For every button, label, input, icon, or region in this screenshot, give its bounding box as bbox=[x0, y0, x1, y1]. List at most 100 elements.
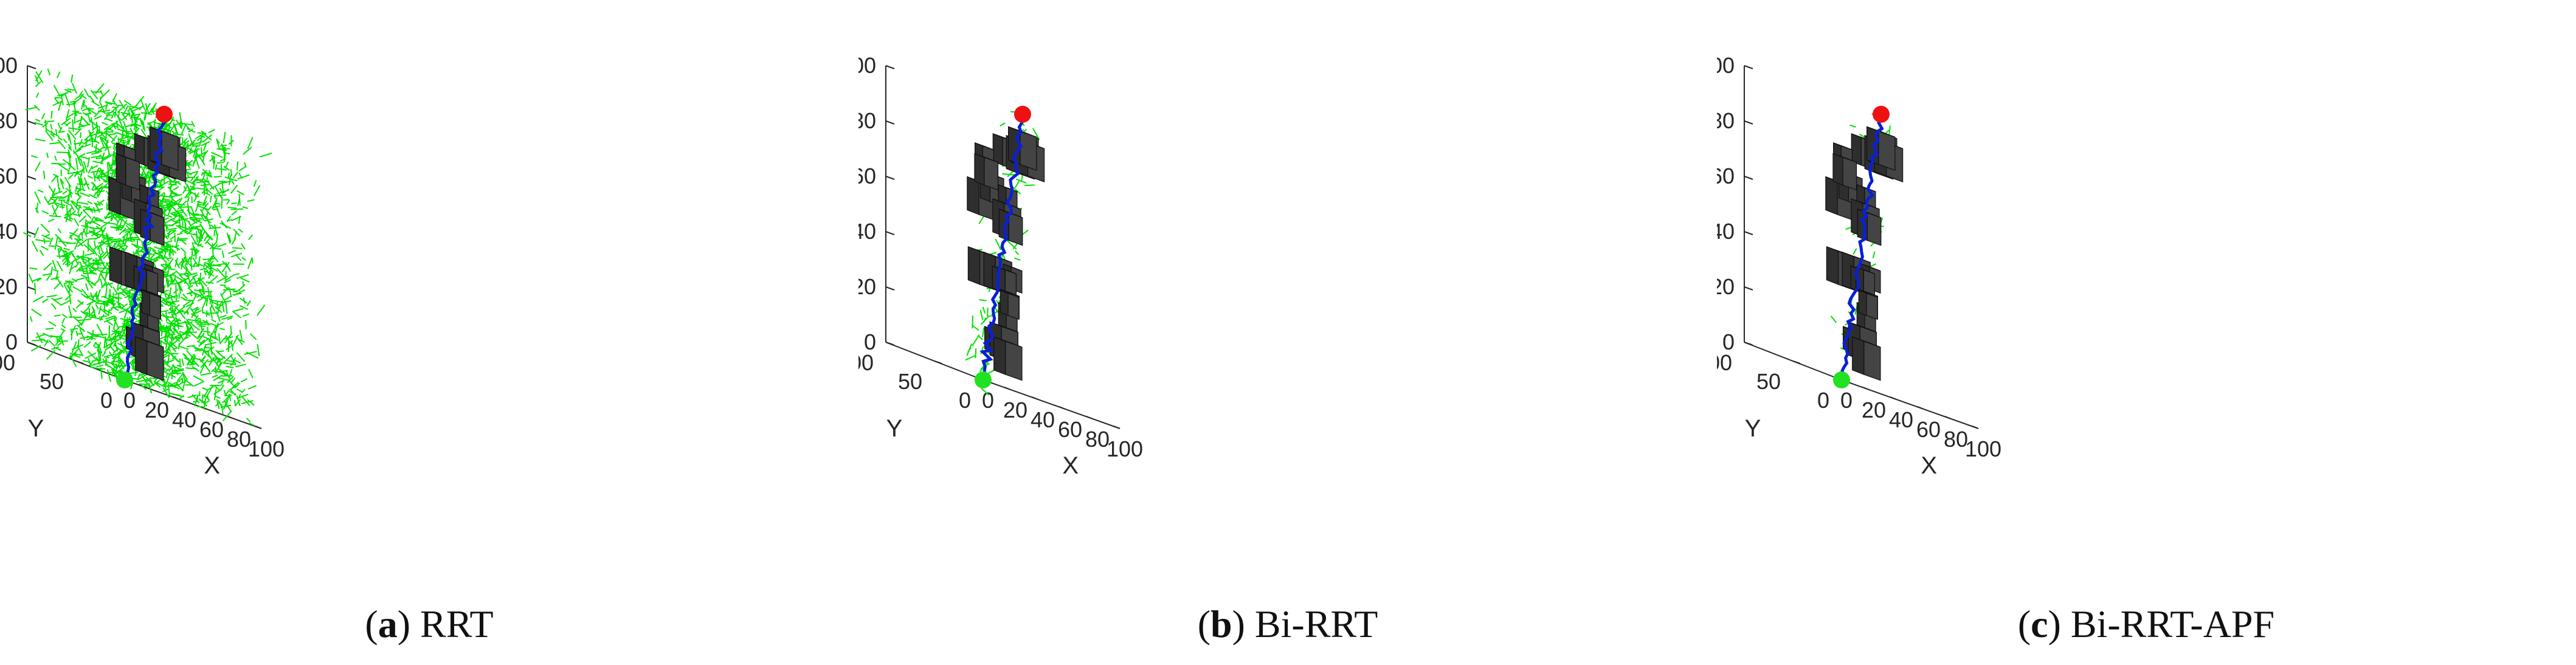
caption-name: Bi-RRT-APF bbox=[2070, 602, 2275, 646]
tree-branch bbox=[139, 117, 142, 125]
tree-branch bbox=[186, 350, 194, 359]
tree-branch bbox=[104, 213, 117, 219]
tree-branch bbox=[130, 229, 134, 236]
x-tick bbox=[173, 396, 180, 400]
caption-label: a bbox=[378, 602, 398, 646]
tree-branch bbox=[215, 202, 221, 205]
goal-point bbox=[1014, 106, 1031, 123]
tree-branch bbox=[209, 195, 212, 202]
tree-branch bbox=[1830, 315, 1837, 323]
tree-branch bbox=[119, 360, 124, 369]
tree-branch bbox=[122, 291, 131, 298]
tree-branch bbox=[67, 143, 72, 149]
tree-branch bbox=[42, 298, 49, 303]
tree-branch bbox=[71, 102, 77, 105]
tree-branch bbox=[165, 301, 176, 305]
tree-branch bbox=[81, 264, 91, 268]
tree-branch bbox=[29, 267, 38, 270]
tree-branch bbox=[120, 237, 130, 243]
tree-branch bbox=[105, 345, 112, 351]
z-tick-label: 60 bbox=[0, 164, 18, 188]
tree-branch bbox=[201, 202, 209, 212]
tree-branch bbox=[102, 301, 106, 307]
tree-branch bbox=[1888, 125, 1891, 136]
tree-branch bbox=[140, 99, 146, 110]
z-tick-label: 40 bbox=[0, 219, 18, 244]
y-tick-label: 50 bbox=[1756, 369, 1781, 394]
tree-branch bbox=[90, 169, 103, 173]
tree-branch bbox=[60, 299, 72, 306]
tree-branch bbox=[173, 211, 184, 216]
tree-branch bbox=[55, 202, 66, 207]
tree-branch bbox=[215, 263, 226, 266]
tree-branch bbox=[100, 278, 103, 288]
tree-branch bbox=[50, 276, 60, 280]
tree-branch bbox=[133, 244, 139, 249]
tree-branch bbox=[214, 197, 218, 207]
y-tick-label: 100 bbox=[858, 350, 874, 375]
tree-branch bbox=[162, 388, 168, 393]
cube-side bbox=[134, 133, 145, 166]
tree-branch bbox=[129, 298, 134, 306]
tree-branch bbox=[199, 208, 207, 220]
tree-branch bbox=[99, 251, 105, 257]
y-tick-label: 50 bbox=[40, 369, 64, 394]
tree-branch bbox=[90, 292, 93, 298]
tree-branch bbox=[227, 317, 233, 320]
x-tick-label: 80 bbox=[1944, 427, 1968, 452]
tree-branch bbox=[114, 108, 117, 118]
tree-branch bbox=[171, 313, 175, 320]
tree-branch bbox=[164, 247, 170, 251]
tree-branch bbox=[232, 171, 238, 179]
x-tick-label: 40 bbox=[1031, 407, 1055, 432]
tree-branch bbox=[161, 381, 167, 387]
tree-branch bbox=[235, 399, 241, 407]
tree-branch bbox=[69, 209, 71, 221]
tree-branch bbox=[29, 316, 33, 322]
tree-branch bbox=[167, 258, 174, 267]
tree-branch bbox=[211, 151, 223, 158]
tree-branch bbox=[179, 330, 191, 337]
tree-branch bbox=[80, 336, 92, 339]
planned-path bbox=[979, 114, 1024, 381]
obstacle-cube bbox=[150, 126, 179, 171]
tree-branch bbox=[242, 206, 249, 209]
tree-branch bbox=[60, 178, 64, 184]
z-tick bbox=[885, 65, 895, 69]
tree-branch bbox=[182, 293, 188, 299]
z-tick-label: 20 bbox=[1717, 274, 1735, 299]
start-point bbox=[1833, 371, 1850, 388]
x-tick-label: 0 bbox=[982, 388, 994, 413]
tree-branch bbox=[44, 120, 55, 123]
tree-branch bbox=[62, 190, 67, 195]
tree-branch bbox=[227, 376, 234, 384]
tree-branch bbox=[978, 336, 983, 340]
tree-branch bbox=[100, 272, 104, 279]
tree-branch bbox=[1015, 178, 1027, 184]
tree-branch bbox=[97, 343, 103, 354]
tree-branch bbox=[1002, 173, 1015, 176]
tree-branch bbox=[216, 138, 220, 144]
y-tick bbox=[1744, 342, 1752, 345]
tree-branch bbox=[89, 95, 95, 102]
z-tick bbox=[27, 65, 36, 69]
tree-branch bbox=[130, 113, 140, 117]
tree-branch bbox=[187, 320, 195, 331]
tree-branch bbox=[248, 234, 253, 241]
tree-branch bbox=[74, 238, 81, 241]
tree-branch bbox=[214, 224, 218, 236]
tree-branch bbox=[44, 339, 49, 347]
tree-branch bbox=[105, 167, 113, 174]
tree-branch bbox=[46, 152, 49, 159]
tree-branch bbox=[184, 280, 191, 288]
tree-branch bbox=[188, 221, 193, 229]
tree-branch bbox=[173, 186, 179, 191]
tree-branch bbox=[83, 228, 88, 237]
tree-branch bbox=[981, 388, 990, 396]
obstacle-cube bbox=[1852, 336, 1881, 381]
tree-branch bbox=[167, 181, 180, 189]
tree-branch bbox=[207, 287, 211, 301]
tree-branch bbox=[64, 88, 72, 93]
cube-top bbox=[142, 290, 161, 298]
tree-branch bbox=[212, 374, 218, 378]
